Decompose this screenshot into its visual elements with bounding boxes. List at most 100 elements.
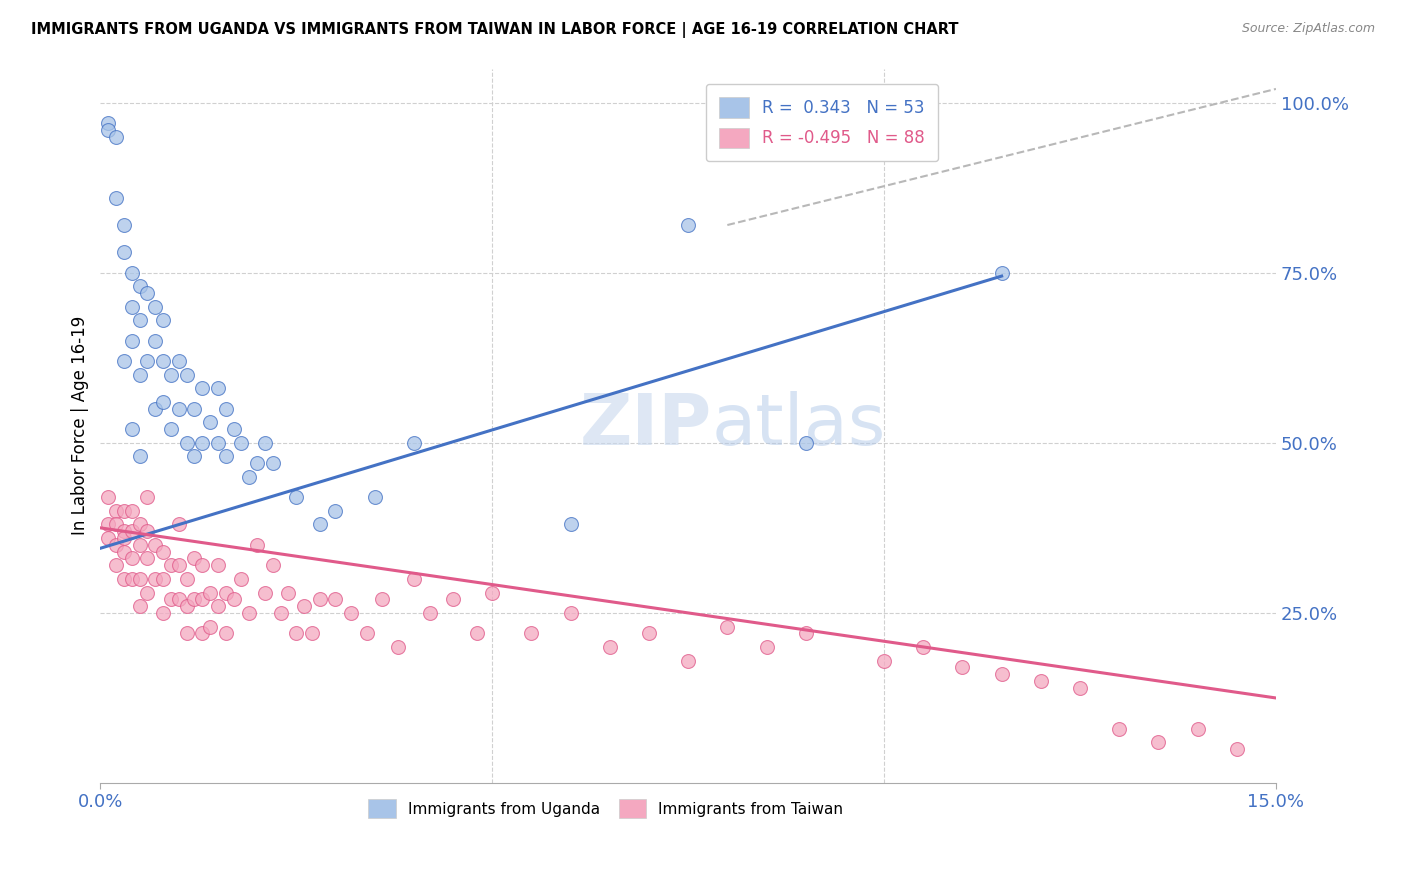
Point [105, 517, 128, 532]
Point [301, 626, 323, 640]
Point [176, 435, 198, 450]
Point [1108, 722, 1130, 736]
Point [143, 334, 166, 348]
Point [167, 592, 190, 607]
Point [191, 558, 214, 573]
Point [231, 435, 253, 450]
Point [222, 592, 245, 607]
Text: Source: ZipAtlas.com: Source: ZipAtlas.com [1241, 22, 1375, 36]
Point [183, 551, 205, 566]
Point [238, 606, 260, 620]
Point [183, 450, 205, 464]
Point [167, 354, 190, 368]
Point [167, 401, 190, 416]
Point [599, 640, 621, 654]
Point [1226, 742, 1249, 756]
Point [136, 286, 159, 301]
Point [152, 354, 174, 368]
Point [253, 585, 276, 599]
Point [990, 667, 1012, 681]
Point [191, 592, 214, 607]
Point [128, 572, 150, 586]
Point [176, 368, 198, 382]
Point [207, 558, 229, 573]
Point [560, 517, 582, 532]
Point [1069, 681, 1091, 695]
Point [253, 435, 276, 450]
Point [121, 300, 143, 314]
Point [121, 266, 143, 280]
Point [128, 538, 150, 552]
Point [136, 490, 159, 504]
Point [97, 116, 120, 130]
Point [112, 354, 135, 368]
Point [152, 313, 174, 327]
Point [136, 551, 159, 566]
Point [207, 435, 229, 450]
Point [121, 504, 143, 518]
Point [325, 592, 347, 607]
Point [262, 558, 284, 573]
Point [308, 592, 330, 607]
Point [112, 544, 135, 558]
Point [121, 524, 143, 539]
Point [191, 435, 214, 450]
Point [441, 592, 464, 607]
Point [1029, 673, 1052, 688]
Point [183, 592, 205, 607]
Point [873, 654, 896, 668]
Y-axis label: In Labor Force | Age 16-19: In Labor Force | Age 16-19 [72, 316, 89, 535]
Point [128, 279, 150, 293]
Point [325, 504, 347, 518]
Point [676, 654, 699, 668]
Point [1187, 722, 1209, 736]
Point [112, 245, 135, 260]
Point [238, 470, 260, 484]
Point [97, 122, 120, 136]
Point [198, 416, 221, 430]
Point [152, 544, 174, 558]
Point [121, 334, 143, 348]
Point [246, 456, 269, 470]
Point [481, 585, 503, 599]
Point [105, 129, 128, 144]
Point [215, 626, 238, 640]
Point [638, 626, 661, 640]
Point [143, 300, 166, 314]
Point [292, 599, 315, 613]
Point [270, 606, 292, 620]
Point [121, 422, 143, 436]
Point [121, 551, 143, 566]
Point [112, 572, 135, 586]
Point [191, 381, 214, 395]
Point [143, 401, 166, 416]
Point [105, 538, 128, 552]
Point [285, 626, 308, 640]
Point [105, 191, 128, 205]
Point [97, 517, 120, 532]
Point [246, 538, 269, 552]
Point [128, 599, 150, 613]
Legend: Immigrants from Uganda, Immigrants from Taiwan: Immigrants from Uganda, Immigrants from … [361, 791, 851, 825]
Point [128, 368, 150, 382]
Point [716, 619, 738, 633]
Point [207, 599, 229, 613]
Point [97, 490, 120, 504]
Point [152, 395, 174, 409]
Point [143, 538, 166, 552]
Point [277, 585, 299, 599]
Point [402, 435, 425, 450]
Point [112, 504, 135, 518]
Point [285, 490, 308, 504]
Point [167, 558, 190, 573]
Point [794, 626, 817, 640]
Point [262, 456, 284, 470]
Point [128, 450, 150, 464]
Point [167, 517, 190, 532]
Point [105, 558, 128, 573]
Point [143, 572, 166, 586]
Point [128, 517, 150, 532]
Point [97, 531, 120, 545]
Point [105, 504, 128, 518]
Point [215, 585, 238, 599]
